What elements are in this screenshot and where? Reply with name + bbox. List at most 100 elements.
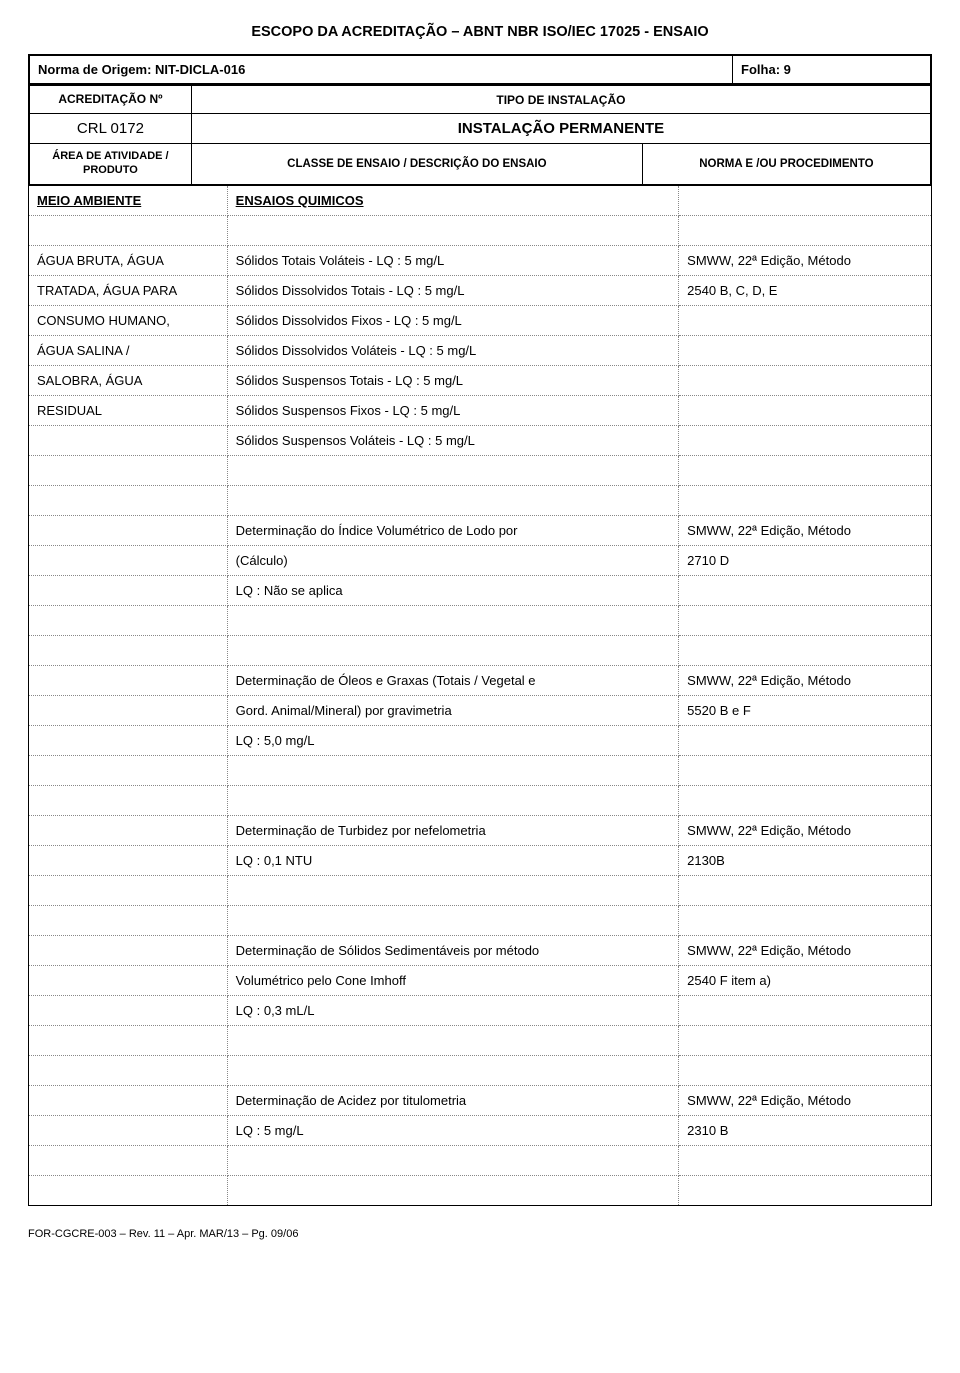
cell-classe: Determinação de Turbidez por nefelometri… (227, 815, 679, 845)
cell-norma: 2310 B (679, 1115, 932, 1145)
cell-norma: SMWW, 22ª Edição, Método (679, 665, 932, 695)
cell-norma: SMWW, 22ª Edição, Método (679, 935, 932, 965)
cell-classe: (Cálculo) (227, 545, 679, 575)
cell-produto (29, 215, 228, 245)
table-row (29, 215, 932, 245)
cell-produto (29, 425, 228, 455)
header-table: Norma de Origem: NIT-DICLA-016 Folha: 9 (28, 54, 932, 85)
cell-produto (29, 845, 228, 875)
table-row (29, 1055, 932, 1085)
cell-classe: Determinação de Óleos e Graxas (Totais /… (227, 665, 679, 695)
area-label: ÁREA DE ATIVIDADE / PRODUTO (29, 144, 191, 185)
cell-produto (29, 515, 228, 545)
cell-classe: Volumétrico pelo Cone Imhoff (227, 965, 679, 995)
cell-norma (679, 365, 932, 395)
norma-origem-value: NIT-DICLA-016 (155, 62, 245, 77)
cell-classe: Sólidos Suspensos Fixos - LQ : 5 mg/L (227, 395, 679, 425)
table-row (29, 1145, 932, 1175)
folha: Folha: 9 (733, 55, 931, 84)
table-row: Determinação do Índice Volumétrico de Lo… (29, 515, 932, 545)
cell-classe (227, 875, 679, 905)
cell-classe (227, 1055, 679, 1085)
cell-norma (679, 635, 932, 665)
table-row (29, 755, 932, 785)
cell-produto (29, 1115, 228, 1145)
area-label-l2: PRODUTO (83, 164, 138, 176)
cell-classe (227, 485, 679, 515)
table-row: LQ : 5 mg/L2310 B (29, 1115, 932, 1145)
table-row: Volumétrico pelo Cone Imhoff2540 F item … (29, 965, 932, 995)
cell-norma (679, 455, 932, 485)
table-row: RESIDUALSólidos Suspensos Fixos - LQ : 5… (29, 395, 932, 425)
cell-norma (679, 425, 932, 455)
cell-norma: SMWW, 22ª Edição, Método (679, 1085, 932, 1115)
cell-norma (679, 875, 932, 905)
tipo-instalacao-label: TIPO DE INSTALAÇÃO (191, 86, 931, 114)
norma-origem: Norma de Origem: NIT-DICLA-016 (29, 55, 733, 84)
table-row: LQ : 0,1 NTU2130B (29, 845, 932, 875)
norma-label: NORMA E /OU PROCEDIMENTO (642, 144, 931, 185)
table-row (29, 1175, 932, 1205)
cell-produto: TRATADA, ÁGUA PARA (29, 275, 228, 305)
cell-classe (227, 785, 679, 815)
cell-norma (679, 755, 932, 785)
cell-produto (29, 545, 228, 575)
data-table: MEIO AMBIENTEENSAIOS QUIMICOS ÁGUA BRUTA… (28, 186, 932, 1206)
cell-produto (29, 785, 228, 815)
cell-norma (679, 485, 932, 515)
table-row (29, 605, 932, 635)
cell-classe: LQ : 5,0 mg/L (227, 725, 679, 755)
cell-norma (679, 995, 932, 1025)
table-row: Gord. Animal/Mineral) por gravimetria552… (29, 695, 932, 725)
cell-norma: SMWW, 22ª Edição, Método (679, 815, 932, 845)
cell-produto (29, 875, 228, 905)
cell-norma (679, 305, 932, 335)
cell-norma: SMWW, 22ª Edição, Método (679, 515, 932, 545)
doc-title: ESCOPO DA ACREDITAÇÃO – ABNT NBR ISO/IEC… (28, 24, 932, 40)
cell-norma (679, 1175, 932, 1205)
cell-produto (29, 1085, 228, 1115)
cell-classe: LQ : 0,3 mL/L (227, 995, 679, 1025)
cell-produto (29, 815, 228, 845)
table-row: Determinação de Óleos e Graxas (Totais /… (29, 665, 932, 695)
table-row (29, 455, 932, 485)
cell-classe (227, 1175, 679, 1205)
cell-norma: 2130B (679, 845, 932, 875)
instalacao-value: INSTALAÇÃO PERMANENTE (191, 114, 931, 144)
cell-produto (29, 485, 228, 515)
table-row: ÁGUA BRUTA, ÁGUASólidos Totais Voláteis … (29, 245, 932, 275)
cell-produto (29, 725, 228, 755)
cell-produto (29, 605, 228, 635)
cell-norma (679, 395, 932, 425)
cell-norma (679, 605, 932, 635)
footer: FOR-CGCRE-003 – Rev. 11 – Apr. MAR/13 – … (28, 1228, 932, 1240)
cell-classe: Sólidos Dissolvidos Totais - LQ : 5 mg/L (227, 275, 679, 305)
cell-norma (679, 215, 932, 245)
table-row: Determinação de Turbidez por nefelometri… (29, 815, 932, 845)
cell-produto (29, 995, 228, 1025)
table-row: Sólidos Suspensos Voláteis - LQ : 5 mg/L (29, 425, 932, 455)
classe-label: CLASSE DE ENSAIO / DESCRIÇÃO DO ENSAIO (191, 144, 642, 185)
cell-produto: RESIDUAL (29, 395, 228, 425)
cell-norma (679, 1025, 932, 1055)
cell-norma: 2540 B, C, D, E (679, 275, 932, 305)
cell-classe: Sólidos Dissolvidos Fixos - LQ : 5 mg/L (227, 305, 679, 335)
cell-classe: Determinação de Sólidos Sedimentáveis po… (227, 935, 679, 965)
cell-produto (29, 905, 228, 935)
cell-produto: ÁGUA BRUTA, ÁGUA (29, 245, 228, 275)
cell-classe (227, 635, 679, 665)
cell-norma: 5520 B e F (679, 695, 932, 725)
table-row: (Cálculo)2710 D (29, 545, 932, 575)
table-row (29, 1025, 932, 1055)
cell-norma (679, 1055, 932, 1085)
table-row: CONSUMO HUMANO,Sólidos Dissolvidos Fixos… (29, 305, 932, 335)
cell-produto (29, 935, 228, 965)
cell-classe: LQ : Não se aplica (227, 575, 679, 605)
cell-norma: 2710 D (679, 545, 932, 575)
cell-produto: SALOBRA, ÁGUA (29, 365, 228, 395)
cell-classe (227, 755, 679, 785)
cell-produto (29, 575, 228, 605)
table-row: LQ : 5,0 mg/L (29, 725, 932, 755)
cell-produto (29, 1175, 228, 1205)
table-row: LQ : 0,3 mL/L (29, 995, 932, 1025)
